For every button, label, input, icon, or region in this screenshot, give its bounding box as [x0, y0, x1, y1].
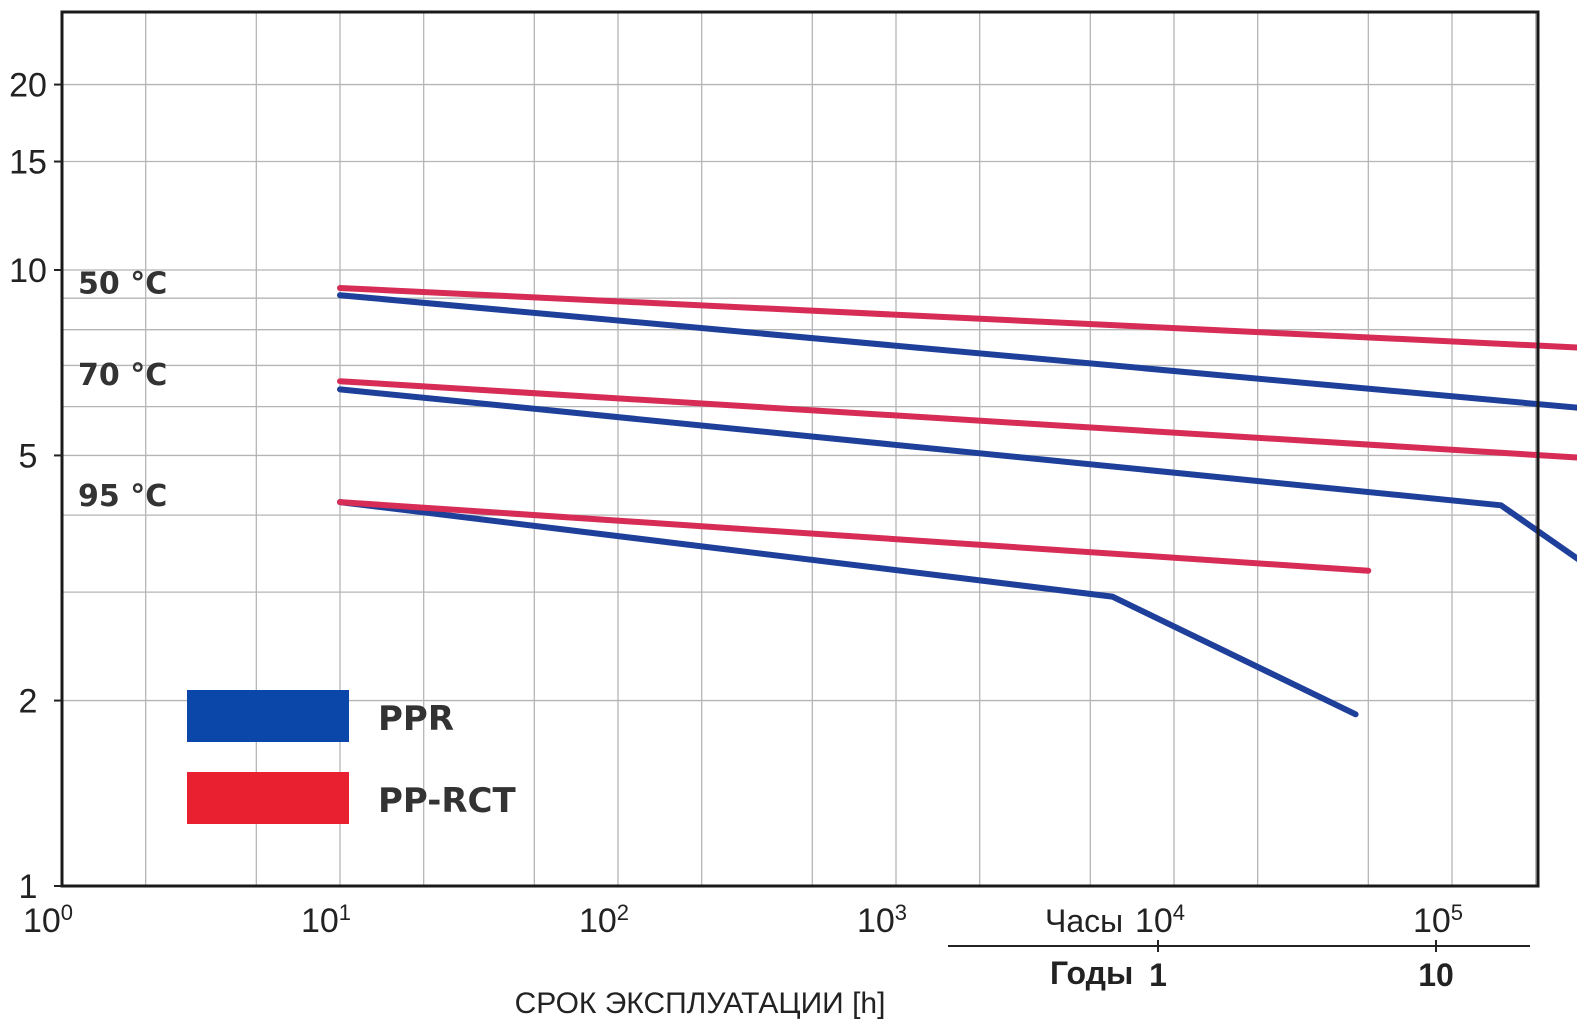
y-tick-label: 10 [9, 252, 47, 290]
x-tick-labels: 100101102103104105106Часы [23, 900, 1463, 940]
x-tick-label: 103 [857, 900, 907, 940]
legend-label-pp-rct: PP-RCT [378, 781, 516, 821]
x-tick-label: 105 [1413, 900, 1463, 940]
series-line-pp-rct-50 [337, 285, 1577, 351]
y-tick-label: 1 [19, 868, 38, 906]
plot-border [60, 10, 1540, 888]
grid-lines [62, 12, 1538, 886]
x-tick-label: 104 [1135, 900, 1185, 940]
x-tick-label: 102 [579, 900, 629, 940]
legend: PPR PP-RCT [187, 690, 516, 824]
y-tick-label: 20 [9, 67, 47, 105]
series-line-ppr-50 [337, 292, 1577, 411]
legend-swatch-ppr [187, 690, 349, 742]
temperature-label: 95 °C [78, 479, 167, 514]
years-tick-label: 1 [1149, 957, 1167, 993]
x-axis-title: СРОК ЭКСПЛУАТАЦИИ [h] [515, 987, 886, 1020]
plot-frame [60, 10, 1540, 888]
series-line-ppr-95 [337, 499, 1359, 718]
years-axis: 11050100Годы [948, 940, 1530, 993]
series-line-ppr-70 [337, 386, 1577, 563]
series-line-pp-rct-70 [337, 378, 1577, 461]
y-tick-labels: 1 2 5 10 15 20 [9, 67, 62, 906]
x-tick-label: 100 [23, 900, 73, 940]
series-line-pp-rct-95 [337, 499, 1372, 574]
legend-swatch-pp-rct [187, 772, 349, 824]
y-tick-label: 15 [9, 144, 47, 182]
temperature-labels: 50 °C 70 °C 95 °C [78, 266, 167, 514]
y-tick-label: 5 [19, 437, 38, 475]
years-unit-label: Годы [1050, 955, 1133, 991]
y-tick-label: 2 [19, 683, 38, 721]
x-tick-label: 101 [301, 900, 351, 940]
legend-label-ppr: PPR [378, 699, 454, 739]
hours-unit-label: Часы [1045, 903, 1123, 939]
series-lines [337, 285, 1577, 718]
temperature-label: 50 °C [78, 266, 167, 301]
temperature-label: 70 °C [78, 358, 167, 393]
years-tick-label: 10 [1418, 957, 1454, 993]
